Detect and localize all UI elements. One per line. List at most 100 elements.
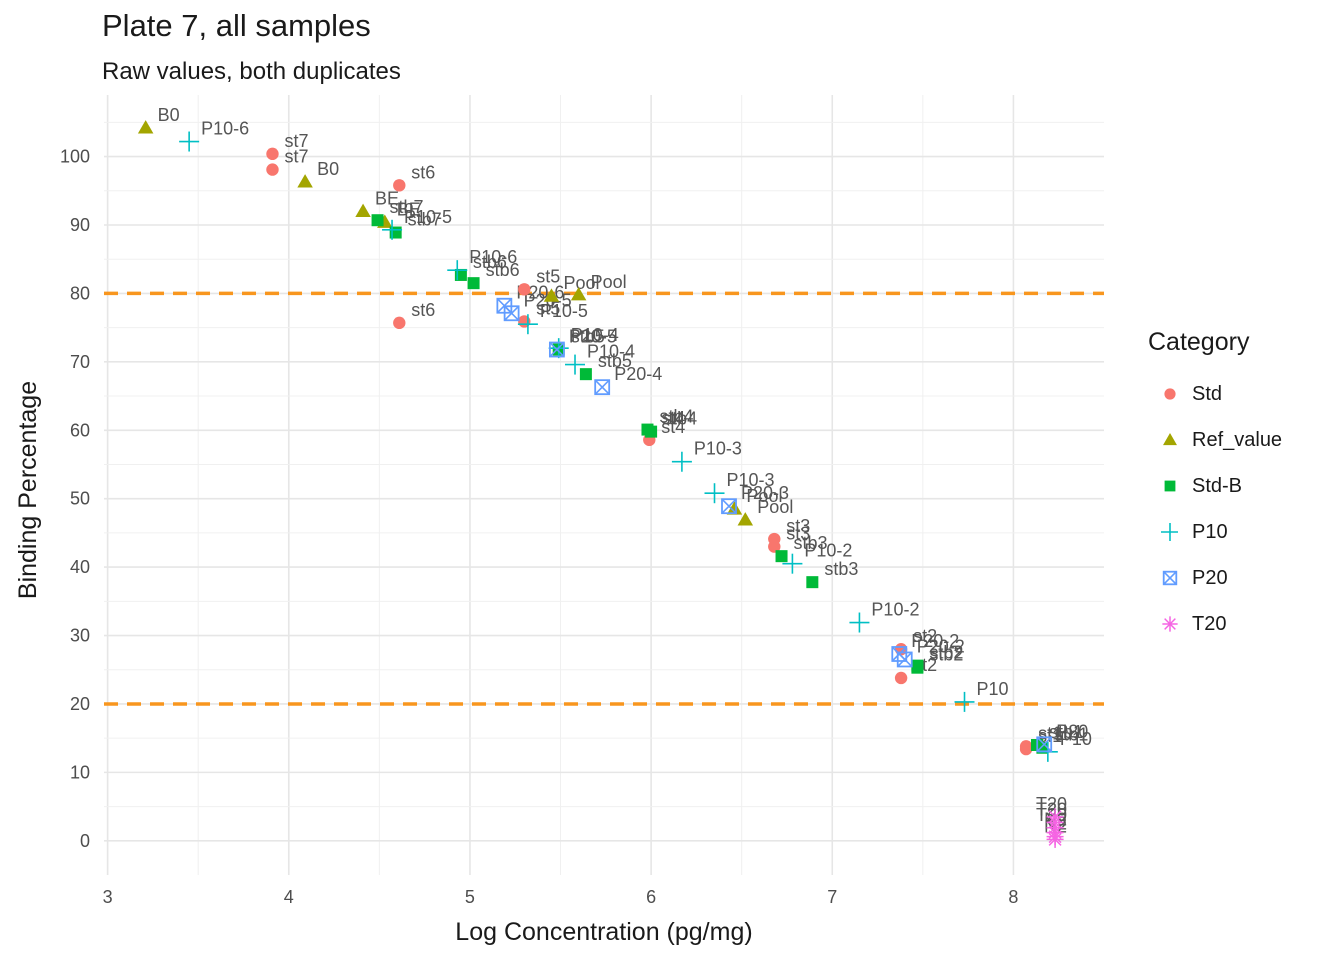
- marker-circle: [894, 671, 908, 685]
- legend-item: P20: [1148, 555, 1282, 601]
- legend-item: Ref_value: [1148, 417, 1282, 463]
- point-label: Pool: [746, 486, 782, 506]
- marker-star-4: [1164, 618, 1176, 630]
- point-label: Pool: [591, 272, 627, 292]
- point-label: P20-5: [569, 327, 617, 347]
- circle-marker: [894, 671, 908, 685]
- marker-box: [896, 651, 913, 668]
- square-marker: [371, 214, 384, 227]
- point-label: stb7: [408, 210, 442, 230]
- point-label: P10-5: [540, 301, 588, 321]
- x-tick-label: 7: [827, 887, 837, 907]
- marker-box: [721, 498, 737, 515]
- point-label: P20-4: [614, 364, 662, 384]
- marker-square: [579, 368, 592, 381]
- point-label: P10-6: [201, 119, 249, 139]
- triangle-marker: [355, 203, 371, 217]
- point-label: Pool: [757, 497, 793, 517]
- y-tick-label: 70: [70, 352, 90, 372]
- point-label: stb7: [390, 197, 424, 217]
- y-tick-label: 90: [70, 215, 90, 235]
- point-label: stb3: [824, 559, 858, 579]
- chart-title: Plate 7, all samples: [102, 8, 371, 43]
- marker-cross-2: [549, 341, 565, 358]
- y-tick-label: 50: [70, 489, 90, 509]
- circle-marker: [518, 283, 531, 296]
- marker-circle: [266, 147, 279, 161]
- y-tick-label: 60: [70, 420, 90, 440]
- marker-box: [548, 341, 565, 358]
- point-label: stb2: [929, 643, 963, 663]
- point-label: P10-2: [804, 541, 852, 561]
- marker-box: [891, 646, 908, 662]
- point-label: P20-3: [741, 483, 789, 503]
- triangle-marker: [570, 287, 587, 301]
- square-cross-marker: [594, 379, 611, 396]
- x-tick-label: 4: [284, 887, 294, 907]
- square-cross-marker: [548, 341, 565, 358]
- legend-swatch: [1163, 433, 1177, 446]
- point-label: P20-2: [911, 631, 959, 651]
- plus-marker: [671, 451, 692, 472]
- marker-box: [503, 305, 520, 322]
- legend-swatch: [1161, 523, 1178, 541]
- y-tick-label: 100: [60, 147, 90, 167]
- point-label: st4: [661, 408, 685, 428]
- y-tick-label: 10: [70, 762, 90, 782]
- marker-circle: [266, 163, 279, 176]
- point-label: stb5: [598, 351, 632, 371]
- plus-marker: [1161, 523, 1178, 541]
- square-cross-marker: [896, 651, 913, 668]
- plus-marker: [179, 131, 200, 152]
- x-tick-label: 8: [1008, 887, 1018, 907]
- square-cross-marker: [1162, 570, 1178, 586]
- legend-label: T20: [1192, 612, 1227, 635]
- legend-key: [1148, 425, 1192, 455]
- y-axis-title: Binding Percentage: [14, 381, 42, 599]
- marker-cross-2: [721, 498, 737, 514]
- legend-key: [1148, 471, 1192, 501]
- point-label: stb2: [929, 645, 963, 665]
- point-label: stb1: [1054, 725, 1088, 745]
- marker-triangle: [726, 501, 743, 515]
- marker-circle: [518, 283, 531, 296]
- marker-circle: [768, 540, 781, 553]
- y-tick-label: 20: [70, 694, 90, 714]
- marker-square: [775, 550, 788, 563]
- point-label: st5: [536, 266, 560, 286]
- square-marker: [911, 661, 924, 674]
- legend-label: Ref_value: [1192, 428, 1283, 451]
- point-label: BE: [375, 188, 399, 208]
- point-label: P10-5: [404, 207, 452, 227]
- marker-circle: [1019, 742, 1033, 756]
- x-axis-title: Log Concentration (pg/mg): [455, 918, 752, 946]
- square-marker: [1164, 480, 1176, 492]
- triangle-marker: [737, 512, 754, 526]
- triangle-marker: [137, 120, 154, 134]
- chart-subtitle: Raw values, both duplicates: [102, 58, 401, 85]
- marker-square: [911, 661, 924, 674]
- marker-triangle: [355, 203, 371, 217]
- legend-label: Std: [1192, 382, 1223, 405]
- point-label: st6: [411, 162, 435, 182]
- point-label: P10-4: [571, 325, 619, 345]
- plus-marker: [704, 483, 725, 504]
- point-label: B0: [317, 159, 339, 179]
- circle-marker: [1164, 388, 1176, 400]
- point-label: st7: [284, 147, 308, 167]
- legend-item: Std: [1148, 371, 1282, 417]
- marker-square: [467, 277, 480, 290]
- plus-marker: [565, 354, 586, 375]
- reference-lines: [104, 291, 1104, 706]
- point-label: BE: [397, 199, 421, 219]
- square-marker: [579, 368, 592, 381]
- plus-marker: [954, 691, 975, 712]
- marker-circle: [1164, 388, 1176, 400]
- triangle-marker: [297, 174, 313, 188]
- legend-swatch: [1162, 570, 1178, 586]
- circle-marker: [1019, 742, 1033, 756]
- square-marker: [467, 277, 480, 290]
- point-label: stb1: [1049, 722, 1083, 742]
- point-labels: st7st7st6st6st5st5st4st4st3st3st2st2st1s…: [158, 105, 1092, 837]
